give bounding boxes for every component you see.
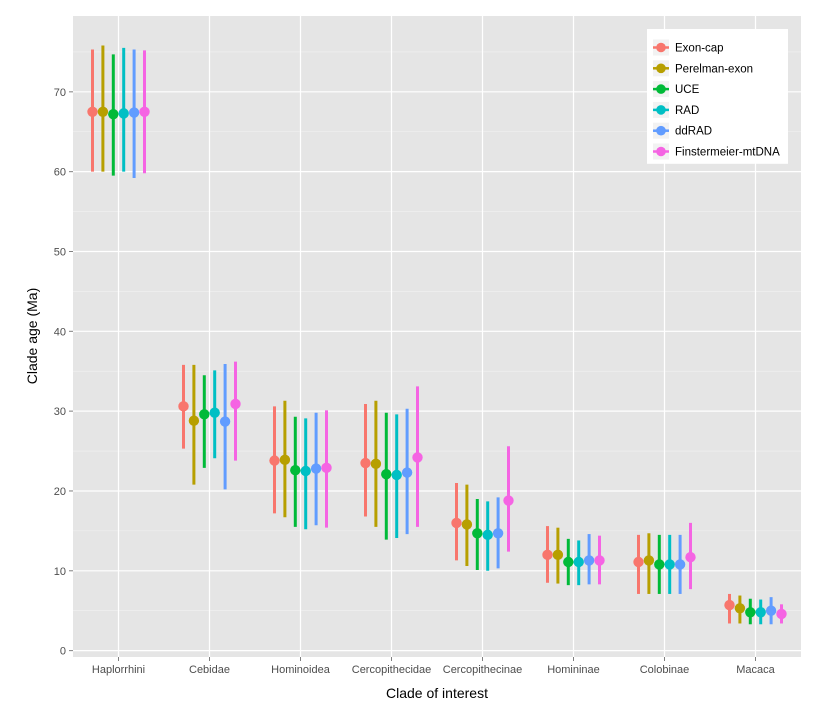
data-point [724,599,735,611]
series-group [139,50,787,624]
data-point [685,552,696,563]
x-axis: Haplorrhini Cebidae Hominoidea Cercopitheci… [92,657,776,676]
legend-label: UCE [675,84,700,96]
series-group [108,54,756,625]
data-point [370,458,382,470]
data-point [664,559,675,570]
data-point [108,108,119,120]
legend-key-point [656,84,666,94]
data-point [573,556,584,568]
legend-label: RAD [675,105,699,117]
legend-label: ddRAD [675,126,712,138]
data-point [178,401,189,412]
x-tick-label: Colobinae [640,664,690,676]
x-tick-label: Homininae [547,664,600,676]
data-point [776,608,787,620]
data-point [381,468,392,480]
x-tick-label: Cebidae [189,664,230,676]
legend-label: Perelman-exon [675,63,753,75]
x-tick-label: Macaca [736,664,775,676]
data-point [674,559,686,570]
data-point [321,462,332,474]
y-tick-label: 0 [60,646,66,658]
data-point [451,517,462,529]
y-tick-label: 30 [54,406,66,418]
y-tick-label: 60 [54,167,66,179]
data-point [633,556,644,568]
data-point [542,549,553,561]
legend-key-point [656,125,666,136]
legend-key-point [656,146,666,157]
data-point [269,455,280,466]
data-point [594,555,605,566]
x-tick-label: Cercopithecinae [443,664,523,676]
data-point [765,605,777,616]
legend-label: Finstermeier-mtDNA [675,147,780,159]
y-tick-label: 20 [54,486,66,498]
data-point [139,106,150,117]
data-point [391,469,402,481]
legend-key-point [656,105,666,115]
y-tick-label: 40 [54,326,66,338]
legend-label: Exon-cap [675,43,724,55]
data-point [745,607,756,618]
data-marks [87,45,787,625]
data-point [310,463,322,474]
data-point [279,454,291,466]
data-point [755,607,766,618]
data-point [230,398,241,410]
data-point [128,107,140,118]
y-tick-label: 70 [54,87,66,99]
data-point [188,415,200,426]
data-point [583,555,595,566]
data-point [654,559,665,570]
data-point [643,555,655,566]
data-point [199,409,210,420]
x-axis-title: Clade of interest [386,685,488,701]
y-tick-label: 50 [54,246,66,258]
data-point [734,603,746,614]
x-tick-label: Cercopithecidae [352,664,432,676]
data-point [461,519,473,530]
data-point [290,465,301,476]
data-point [482,529,493,541]
x-tick-label: Hominoidea [271,664,331,676]
data-point [87,106,98,117]
data-point [219,416,231,427]
data-point [118,108,129,119]
y-axis-title: Clade age (Ma) [24,288,40,385]
data-point [552,549,564,561]
data-point [97,106,109,117]
x-tick-label: Haplorrhini [92,664,145,676]
legend-key-point [656,42,666,53]
data-point [563,556,574,568]
series-group [97,45,746,624]
y-tick-label: 10 [54,566,66,578]
data-point [503,495,514,506]
y-axis: 0 10 20 30 40 50 60 70 [54,87,73,658]
data-point [360,457,371,469]
data-point [472,528,483,539]
series-group [118,47,766,625]
data-point [492,528,504,539]
legend: Exon-cap Perelman-exon UCE RAD ddRAD Finsterm… [647,29,788,164]
data-point [209,407,220,418]
legend-key-point [656,63,666,74]
legend-box [647,29,788,164]
series-group [128,49,777,625]
data-point [401,467,413,478]
data-point [412,452,423,463]
series-group [87,49,735,624]
data-point [300,465,311,477]
